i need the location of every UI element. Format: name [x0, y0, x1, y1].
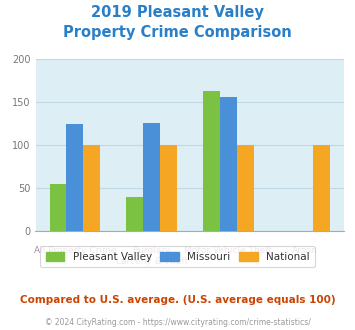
Text: 2019 Pleasant Valley: 2019 Pleasant Valley — [91, 5, 264, 20]
Bar — [237, 145, 253, 231]
Text: Compared to U.S. average. (U.S. average equals 100): Compared to U.S. average. (U.S. average … — [20, 295, 335, 305]
Text: Arson: Arson — [292, 247, 318, 255]
Bar — [66, 124, 83, 231]
Bar — [50, 184, 66, 231]
Text: All Property Crime: All Property Crime — [34, 247, 116, 255]
Text: Property Crime Comparison: Property Crime Comparison — [63, 25, 292, 40]
Text: © 2024 CityRating.com - https://www.cityrating.com/crime-statistics/: © 2024 CityRating.com - https://www.city… — [45, 318, 310, 327]
Bar — [160, 145, 177, 231]
Text: Burglary: Burglary — [132, 247, 171, 255]
Bar — [203, 91, 220, 231]
Bar — [126, 197, 143, 231]
Legend: Pleasant Valley, Missouri, National: Pleasant Valley, Missouri, National — [40, 247, 315, 267]
Bar — [83, 145, 100, 231]
Bar — [143, 123, 160, 231]
Bar — [220, 97, 237, 231]
Text: Larceny & Theft: Larceny & Theft — [115, 257, 188, 266]
Text: Motor Vehicle Theft: Motor Vehicle Theft — [184, 247, 272, 255]
Bar — [313, 145, 330, 231]
